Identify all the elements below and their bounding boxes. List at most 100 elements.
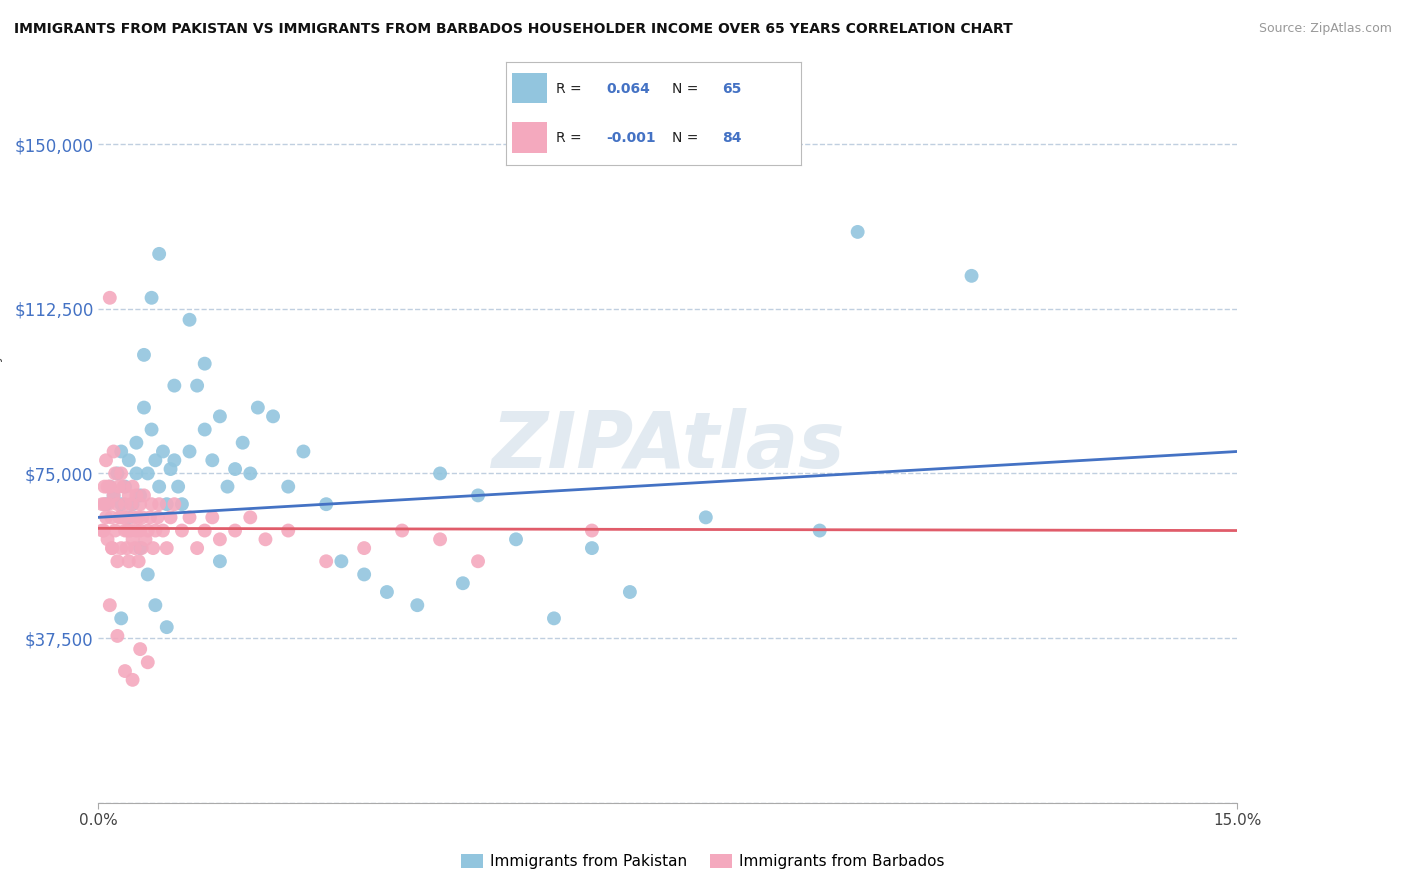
Point <box>145 598 167 612</box>
Point <box>315 497 337 511</box>
Point <box>156 620 179 634</box>
Point <box>353 541 375 555</box>
Point <box>152 444 174 458</box>
Point <box>110 467 132 481</box>
Point <box>112 480 135 494</box>
Point <box>114 664 136 678</box>
Point <box>94 453 117 467</box>
Point <box>148 480 170 494</box>
Point <box>101 541 124 555</box>
Point <box>108 510 131 524</box>
Point <box>170 524 193 538</box>
Point <box>93 480 115 494</box>
Point <box>208 533 231 547</box>
Point <box>846 225 869 239</box>
Text: R =: R = <box>557 81 586 95</box>
Point <box>619 585 641 599</box>
Point <box>960 268 983 283</box>
FancyBboxPatch shape <box>512 122 547 153</box>
Point <box>125 524 148 538</box>
Point <box>107 554 129 568</box>
Point <box>136 524 159 538</box>
Point <box>179 312 201 326</box>
Text: 84: 84 <box>721 131 741 145</box>
Point <box>103 488 125 502</box>
Point <box>128 554 150 568</box>
Text: 65: 65 <box>721 81 741 95</box>
Point <box>129 488 152 502</box>
Point <box>118 453 141 467</box>
Point <box>107 629 129 643</box>
Point <box>167 480 190 494</box>
Point <box>159 462 181 476</box>
Point <box>118 488 141 502</box>
Point <box>111 510 134 524</box>
Point <box>107 467 129 481</box>
Point <box>224 524 246 538</box>
Point <box>152 524 174 538</box>
Text: IMMIGRANTS FROM PAKISTAN VS IMMIGRANTS FROM BARBADOS HOUSEHOLDER INCOME OVER 65 : IMMIGRANTS FROM PAKISTAN VS IMMIGRANTS F… <box>14 22 1012 37</box>
Point <box>132 488 155 502</box>
Legend: Immigrants from Pakistan, Immigrants from Barbados: Immigrants from Pakistan, Immigrants fro… <box>456 848 950 875</box>
Point <box>129 524 152 538</box>
Point <box>330 554 353 568</box>
Point <box>194 423 217 437</box>
Point <box>118 554 141 568</box>
Point <box>98 480 121 494</box>
Point <box>98 480 121 494</box>
Point <box>104 467 127 481</box>
Text: 0.064: 0.064 <box>606 81 651 95</box>
Point <box>254 533 277 547</box>
FancyBboxPatch shape <box>512 73 547 103</box>
Point <box>139 510 162 524</box>
Point <box>125 467 148 481</box>
Point <box>148 247 170 261</box>
Point <box>136 655 159 669</box>
Point <box>353 567 375 582</box>
Point <box>96 533 118 547</box>
Text: N =: N = <box>672 131 702 145</box>
Point <box>239 467 262 481</box>
Text: ZIPAtlas: ZIPAtlas <box>491 408 845 484</box>
Point <box>120 497 142 511</box>
Point <box>107 497 129 511</box>
Point <box>97 497 120 511</box>
Point <box>110 444 132 458</box>
Point <box>141 423 163 437</box>
Point <box>695 510 717 524</box>
Point <box>94 497 117 511</box>
Point <box>132 401 155 415</box>
Point <box>110 497 132 511</box>
Point <box>136 567 159 582</box>
Point <box>429 467 451 481</box>
Point <box>121 533 143 547</box>
Point <box>134 533 156 547</box>
Point <box>163 497 186 511</box>
Point <box>103 488 125 502</box>
Point <box>91 524 114 538</box>
Point <box>186 541 208 555</box>
Point <box>239 510 262 524</box>
Point <box>179 444 201 458</box>
Point <box>129 642 152 657</box>
Point <box>292 444 315 458</box>
Text: -0.001: -0.001 <box>606 131 657 145</box>
Point <box>115 541 138 555</box>
Point <box>110 541 132 555</box>
Point <box>110 611 132 625</box>
Point <box>100 510 122 524</box>
Point <box>194 524 217 538</box>
Point <box>391 524 413 538</box>
Point <box>121 497 143 511</box>
Point <box>96 480 118 494</box>
Point <box>505 533 527 547</box>
Point <box>125 435 148 450</box>
Point <box>136 467 159 481</box>
Point <box>117 510 139 524</box>
Point <box>375 585 398 599</box>
Point <box>132 348 155 362</box>
Point <box>120 524 142 538</box>
Y-axis label: Householder Income Over 65 years: Householder Income Over 65 years <box>0 324 3 568</box>
Point <box>103 444 125 458</box>
Text: N =: N = <box>672 81 702 95</box>
